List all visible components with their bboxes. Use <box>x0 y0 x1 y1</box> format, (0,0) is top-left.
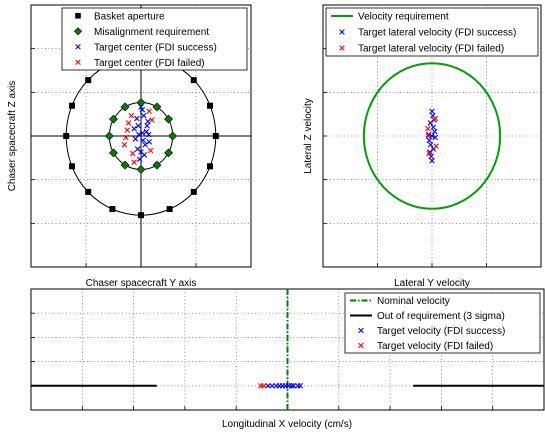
legend-alignment: Basket aperture Misalignment requirement T… <box>62 8 247 70</box>
b-legend-label: Out of requirement (3 sigma) <box>377 311 505 322</box>
tr-legend-label: Velocity requirement <box>358 12 449 23</box>
y-axis-label-alignment: Chaser spacecraft Z axis <box>7 81 18 192</box>
b-legend-label: Target velocity (FDI failed) <box>377 341 493 352</box>
tl-legend-label: Basket aperture <box>94 11 165 22</box>
b-legend-label: Nominal velocity <box>377 296 450 307</box>
tl-legend-label: Misalignment requirement <box>94 27 209 38</box>
legend-lateral-velocity: Velocity requirement Target lateral veloc… <box>326 8 538 56</box>
tr-legend-label: Target lateral velocity (FDI failed) <box>358 44 504 55</box>
tr-legend-label: Target lateral velocity (FDI success) <box>358 28 516 39</box>
basket-aperture-point <box>109 206 115 212</box>
basket-aperture-point <box>69 103 75 109</box>
basket-aperture-point <box>191 77 197 83</box>
x-axis-label-lateral-velocity: Lateral Y velocity <box>394 278 470 289</box>
basket-aperture-point <box>213 133 219 139</box>
basket-aperture-point <box>63 133 69 139</box>
basket-aperture-point <box>167 206 173 212</box>
x-axis-label-alignment: Chaser spacecraft Y axis <box>86 278 197 289</box>
basket-aperture-point <box>207 163 213 169</box>
basket-aperture-point <box>85 189 91 195</box>
basket-aperture-point <box>85 77 91 83</box>
basket-aperture-point <box>207 103 213 109</box>
y-axis-label-lateral-velocity: Lateral Z velocity <box>303 98 314 174</box>
chart-panel-lateral-velocity: Velocity requirement Target lateral veloc… <box>303 5 541 289</box>
tl-legend-marker <box>75 13 81 19</box>
basket-aperture-point <box>191 189 197 195</box>
chart-panel-longitudinal-velocity: Nominal velocity Out of requirement (3 si… <box>31 289 544 430</box>
tl-legend-label: Target center (FDI failed) <box>94 58 205 69</box>
b-legend-label: Target velocity (FDI success) <box>377 326 505 337</box>
basket-aperture-point <box>69 163 75 169</box>
x-axis-label-longitudinal-velocity: Longitudinal X velocity (cm/s) <box>222 419 352 430</box>
chart-panel-alignment: Basket aperture Misalignment requirement T… <box>7 5 251 289</box>
basket-aperture-point <box>138 212 144 218</box>
legend-longitudinal-velocity: Nominal velocity Out of requirement (3 si… <box>345 293 540 353</box>
tl-legend-label: Target center (FDI success) <box>94 42 217 53</box>
